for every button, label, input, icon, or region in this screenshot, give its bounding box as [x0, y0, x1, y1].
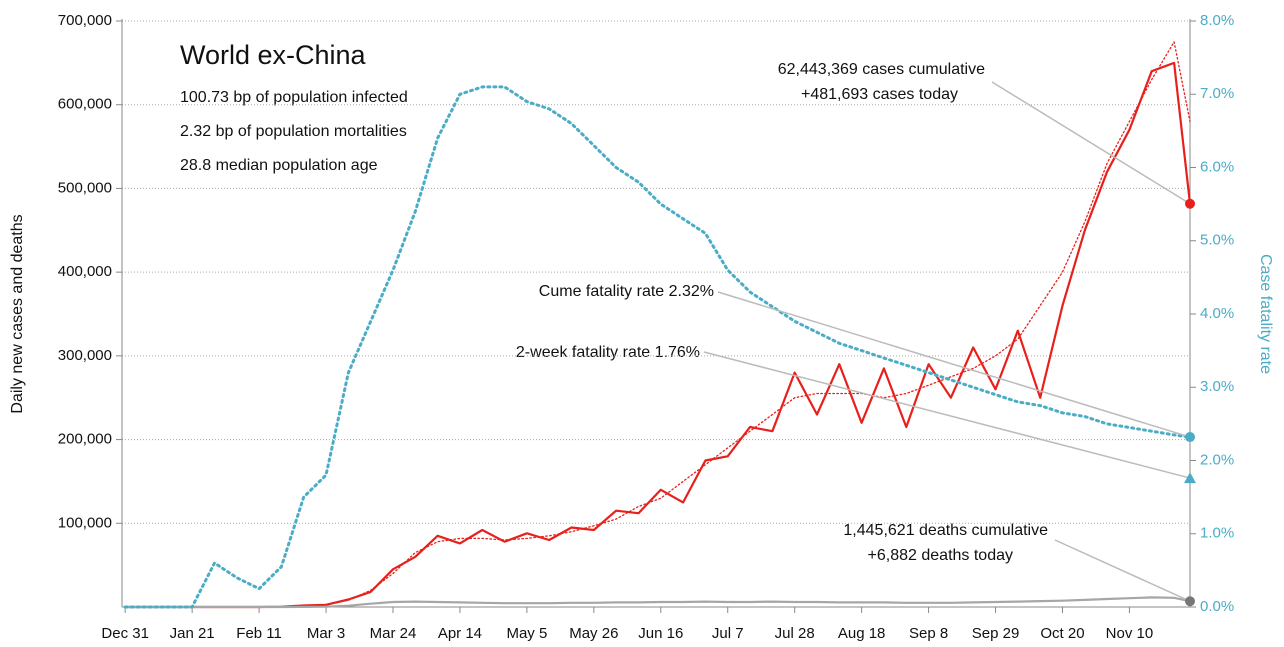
x-tick-label: Mar 3	[307, 625, 345, 642]
end-marker	[1185, 432, 1195, 443]
x-tick-label: Apr 14	[438, 625, 482, 642]
y2-tick-label: 1.0%	[1200, 525, 1234, 542]
x-tick-label: Oct 20	[1040, 625, 1084, 642]
annotation: 62,443,369 cases cumulative	[778, 61, 985, 78]
subtitle: 28.8 median population age	[180, 157, 378, 174]
x-tick-label: Jul 28	[775, 625, 815, 642]
chart-title: World ex-China	[180, 40, 367, 70]
annotation: +6,882 deaths today	[868, 547, 1013, 564]
y2-axis-label: Case fatality rate	[1257, 254, 1274, 374]
y-tick-label: 700,000	[58, 12, 112, 29]
y-tick-label: 200,000	[58, 431, 112, 448]
series-line	[123, 85, 1192, 609]
rate-marker	[1184, 472, 1196, 484]
subtitle: 100.73 bp of population infected	[180, 89, 408, 106]
leader-line	[717, 291, 1191, 438]
y2-tick-label: 7.0%	[1200, 85, 1234, 102]
y2-tick-label: 2.0%	[1200, 451, 1234, 468]
x-tick-label: Nov 10	[1106, 625, 1154, 642]
annotation: Cume fatality rate 2.32%	[539, 283, 714, 300]
x-tick-label: Dec 31	[101, 625, 149, 642]
x-tick-label: Jul 7	[712, 625, 744, 642]
x-tick-label: Jan 21	[170, 625, 215, 642]
y2-tick-label: 4.0%	[1200, 305, 1234, 322]
y-tick-label: 300,000	[58, 347, 112, 364]
y2-tick-label: 6.0%	[1200, 158, 1234, 175]
y2-tick-label: 8.0%	[1200, 12, 1234, 29]
y-tick-label: 100,000	[58, 514, 112, 531]
y-tick-label: 400,000	[58, 263, 112, 280]
series-line	[125, 61, 1192, 609]
y2-tick-label: 5.0%	[1200, 232, 1234, 249]
x-tick-label: Sep 8	[909, 625, 948, 642]
y-axis-label: Daily new cases and deaths	[9, 214, 26, 413]
y-tick-label: 500,000	[58, 179, 112, 196]
x-tick-label: Feb 11	[236, 625, 282, 642]
x-tick-label: Aug 18	[838, 625, 886, 642]
subtitle: 2.32 bp of population mortalities	[180, 123, 407, 140]
annotation: 1,445,621 deaths cumulative	[843, 522, 1048, 539]
series-line	[124, 41, 1191, 608]
annotation: +481,693 cases today	[801, 86, 958, 103]
leader-line	[1054, 539, 1191, 602]
y-tick-label: 600,000	[58, 96, 112, 113]
x-tick-label: May 26	[569, 625, 618, 642]
series-line	[125, 596, 1191, 609]
x-tick-label: May 5	[506, 625, 547, 642]
x-tick-label: Sep 29	[972, 625, 1020, 642]
leader-line	[703, 351, 1191, 479]
leader-line	[991, 81, 1191, 205]
annotation: 2-week fatality rate 1.76%	[516, 344, 700, 361]
x-tick-label: Jun 16	[638, 625, 683, 642]
y2-tick-label: 3.0%	[1200, 378, 1234, 395]
y2-tick-label: 0.0%	[1200, 598, 1234, 615]
x-tick-label: Mar 24	[370, 625, 417, 642]
end-marker	[1185, 198, 1195, 209]
end-marker	[1185, 596, 1195, 607]
